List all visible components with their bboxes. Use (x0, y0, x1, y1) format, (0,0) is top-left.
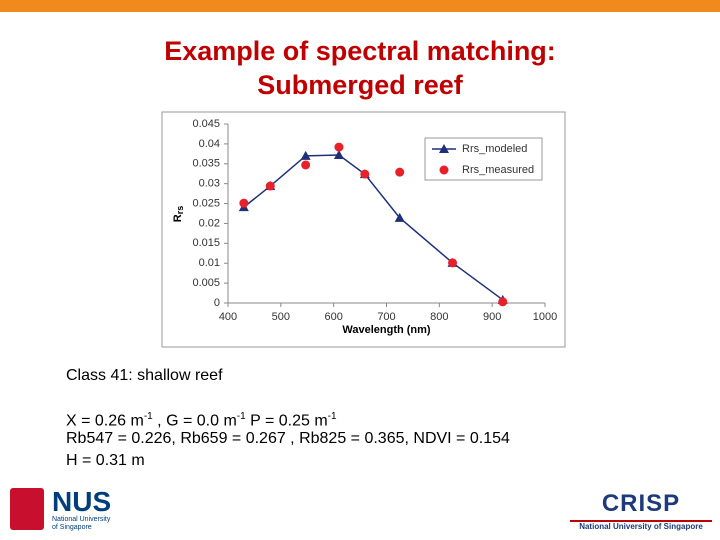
param-text: , G = 0.0 m (152, 412, 237, 430)
params: X = 0.26 m-1 , G = 0.0 m-1 P = 0.25 m-1 (66, 407, 337, 430)
y-label-sub: rs (175, 206, 185, 215)
series-line (243, 154, 504, 301)
marker (498, 297, 508, 307)
y-tick-label: 0.01 (199, 257, 220, 269)
logo-crisp: CRISP National University of Singapore (566, 490, 716, 531)
param-sup: -1 (236, 411, 246, 422)
y-tick-label: 0.005 (192, 277, 220, 289)
marker (239, 198, 249, 208)
x-tick-label: 500 (272, 311, 290, 323)
top-bar (0, 0, 720, 12)
marker (439, 165, 449, 175)
y-axis-label: Rrs (172, 206, 185, 222)
crest (10, 488, 44, 530)
y-label-main: R (172, 214, 184, 222)
nus-sub-line: of Singapore (52, 524, 92, 531)
marker (439, 144, 449, 153)
y-tick-label: 0.045 (192, 118, 220, 130)
y-tick-label: 0.03 (199, 178, 220, 190)
x-tick-label: 700 (377, 311, 395, 323)
marker (394, 212, 405, 222)
slide-title: Example of spectral matching: Submerged … (0, 34, 720, 102)
title-line: Submerged reef (257, 70, 463, 100)
y-tick-label: 0.02 (199, 217, 220, 229)
nus-sub: National University of Singapore (52, 516, 142, 532)
x-tick-label: 800 (430, 311, 448, 323)
y-tick-label: 0.025 (192, 197, 220, 209)
chart-frame (161, 111, 566, 348)
param-sup: -1 (143, 411, 153, 422)
x-tick-label: 900 (483, 311, 501, 323)
y-tick-label: 0.035 (192, 158, 220, 170)
class-label: Class 41: shallow reef (66, 367, 223, 384)
param-sup: -1 (327, 411, 337, 422)
marker (265, 181, 275, 191)
nus-name: NUS (52, 486, 112, 517)
x-tick-label: 1000 (533, 311, 557, 323)
legend-label: Rrs_measured (462, 164, 534, 176)
marker (301, 160, 311, 170)
crisp-name: CRISP (601, 490, 681, 517)
x-axis-label: Wavelength (nm) (342, 324, 431, 336)
param-text: P = 0.25 m (245, 412, 328, 430)
marker (448, 258, 458, 268)
legend-box (424, 137, 543, 181)
depth: H = 0.31 m (66, 452, 145, 469)
title-line: Example of spectral matching: (164, 36, 556, 66)
crisp-sub: National University of Singapore (570, 520, 712, 531)
y-tick-label: 0.04 (199, 138, 220, 150)
bands: Rb547 = 0.226, Rb659 = 0.267 , Rb825 = 0… (66, 430, 510, 447)
y-tick-label: 0.015 (192, 237, 220, 249)
marker (360, 169, 370, 179)
marker (334, 142, 344, 152)
marker (333, 150, 344, 160)
nus-sub-line: National University (52, 516, 111, 523)
marker (395, 167, 405, 177)
marker (300, 150, 311, 160)
x-tick-label: 600 (324, 311, 342, 323)
legend-label: Rrs_modeled (462, 143, 527, 155)
x-tick-label: 400 (219, 311, 237, 323)
param-text: X = 0.26 m (66, 412, 144, 430)
y-tick-label: 0 (214, 297, 220, 309)
